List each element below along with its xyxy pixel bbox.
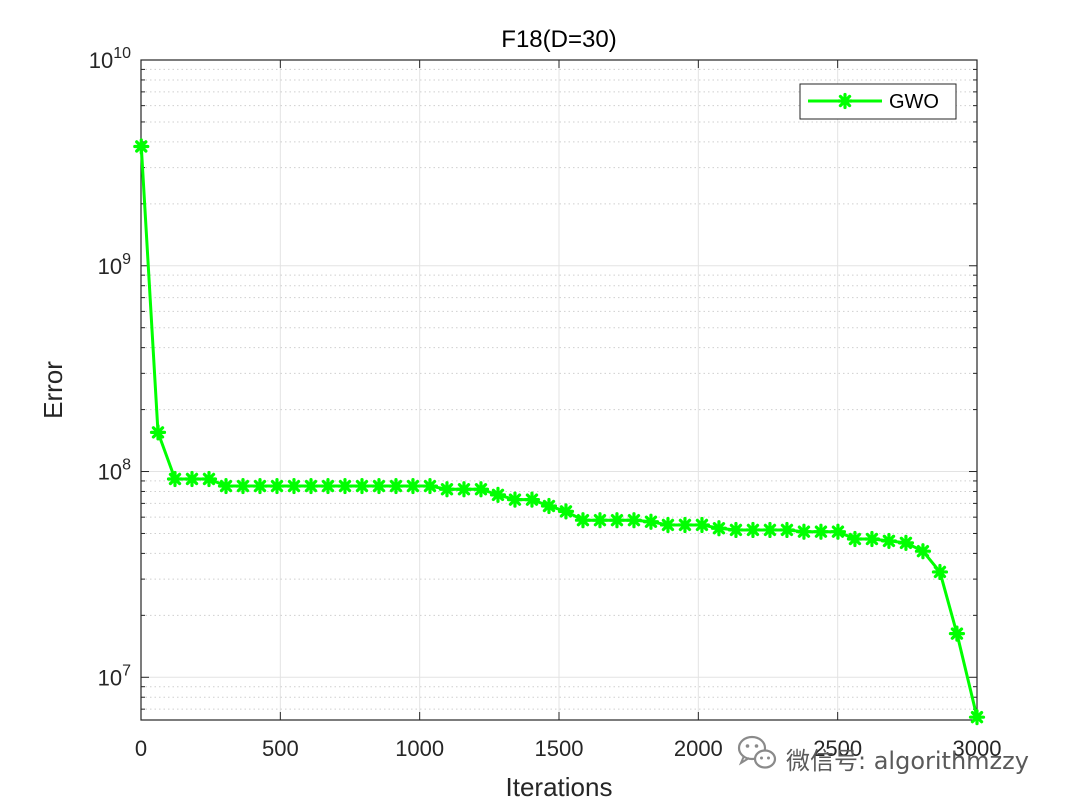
x-tick-label: 1500 — [535, 736, 584, 761]
data-point — [166, 470, 184, 488]
data-point — [574, 512, 592, 529]
data-point — [438, 481, 456, 498]
data-point — [336, 477, 354, 495]
y-tick-label: 107 — [98, 662, 131, 690]
x-tick-label: 3000 — [953, 736, 1002, 761]
data-point — [540, 497, 558, 515]
data-point — [778, 521, 796, 539]
data-point — [472, 481, 490, 498]
data-point — [914, 543, 932, 560]
data-point — [931, 563, 949, 581]
data-point — [829, 523, 847, 540]
wechat-icon — [737, 735, 777, 769]
data-point — [812, 523, 830, 540]
data-point — [880, 532, 898, 550]
y-tick-label: 109 — [98, 251, 131, 279]
watermark-text: 微信号: algorithmzzy — [786, 747, 1029, 775]
y-axis-label: Error — [38, 361, 68, 419]
data-point — [489, 486, 507, 503]
data-point — [710, 520, 728, 537]
x-tick-label: 500 — [262, 736, 299, 761]
data-point — [625, 512, 643, 529]
y-tick-label: 108 — [98, 457, 131, 485]
series-layer — [133, 138, 986, 726]
data-point — [506, 491, 524, 508]
y-tick-label: 1010 — [89, 45, 131, 73]
data-point — [659, 516, 677, 534]
data-point — [523, 491, 541, 508]
data-point — [302, 477, 320, 495]
data-point — [897, 534, 915, 551]
y-tick-labels: 107 108 109 1010 — [89, 45, 131, 690]
data-point — [370, 477, 388, 495]
x-tick-label: 0 — [135, 736, 147, 761]
data-point — [455, 481, 473, 498]
data-point — [591, 512, 609, 529]
data-point — [319, 477, 337, 495]
data-point — [133, 138, 150, 155]
data-point — [863, 530, 881, 548]
chart-title: F18(D=30) — [501, 26, 616, 53]
x-tick-label: 2000 — [674, 736, 723, 761]
data-point — [968, 709, 986, 726]
data-point — [149, 424, 167, 441]
data-point — [234, 477, 252, 495]
data-point — [387, 477, 405, 495]
data-point — [183, 470, 201, 488]
data-point — [353, 477, 371, 495]
watermark: 微信号: algorithmzzy — [737, 735, 1029, 775]
legend-swatch-marker — [836, 92, 854, 110]
data-point — [795, 523, 813, 540]
data-point — [404, 477, 422, 495]
legend-marker-asterisk — [836, 92, 854, 110]
data-point — [642, 513, 660, 530]
data-point — [948, 625, 966, 642]
data-point — [693, 516, 711, 534]
x-axis-label: Iterations — [506, 772, 613, 802]
data-point — [268, 477, 286, 495]
data-point — [200, 470, 218, 488]
data-point — [761, 521, 779, 539]
data-point — [421, 477, 439, 495]
data-point — [285, 477, 303, 495]
legend: GWO — [799, 83, 957, 120]
x-tick-label: 2500 — [813, 736, 862, 761]
data-point — [744, 521, 762, 539]
data-point — [217, 477, 235, 495]
data-point — [846, 530, 864, 548]
data-point — [676, 516, 694, 534]
x-tick-label: 1000 — [395, 736, 444, 761]
data-point — [608, 512, 626, 529]
legend-entry-gwo: GWO — [889, 91, 939, 113]
x-tick-labels: 0 500 1000 1500 2000 2500 3000 — [135, 736, 1002, 761]
data-point — [727, 521, 745, 539]
data-point — [251, 477, 269, 495]
data-point — [557, 503, 575, 520]
